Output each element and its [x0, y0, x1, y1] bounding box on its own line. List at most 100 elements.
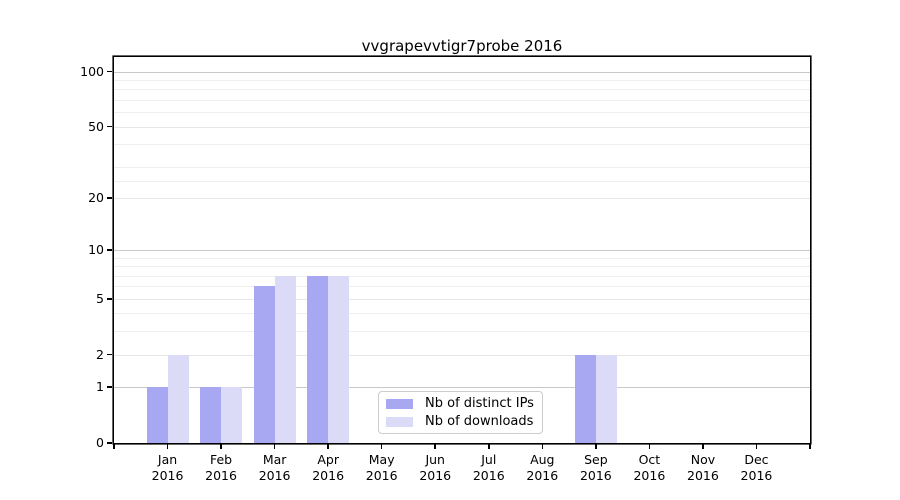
x-tick-mark	[488, 444, 490, 449]
bar-nb-of-downloads	[328, 275, 350, 443]
bar-nb-of-distinct-ips	[200, 387, 222, 443]
gridline-mid	[114, 354, 810, 356]
gridline-mid	[114, 197, 810, 199]
gridline-minor	[114, 89, 810, 91]
x-tick-label: Feb 2016	[189, 452, 253, 483]
x-tick-label: Jul 2016	[457, 452, 521, 483]
x-tick-month: Sep	[584, 452, 608, 467]
gridline-minor	[114, 313, 810, 315]
x-tick-label: Oct 2016	[617, 452, 681, 483]
gridline-minor	[114, 180, 810, 182]
y-tick-mark	[107, 197, 112, 199]
x-tick-label: Mar 2016	[243, 452, 307, 483]
y-tick-mark	[107, 442, 112, 444]
x-tick-month: Nov	[690, 452, 716, 467]
y-tick-mark	[107, 298, 112, 300]
bar-nb-of-downloads	[167, 354, 189, 443]
legend-entry-distinct-ips: Nb of distinct IPs	[386, 396, 534, 412]
gridline-minor	[114, 112, 810, 114]
x-tick-label: Aug 2016	[510, 452, 574, 483]
x-tick-mark	[648, 444, 651, 449]
legend-label-downloads: Nb of downloads	[425, 413, 534, 429]
x-tick-label: Jun 2016	[403, 452, 467, 483]
x-tick-mark	[166, 444, 169, 449]
x-tick-year: 2016	[365, 467, 398, 483]
x-tick-month: Mar	[262, 452, 287, 467]
gridline-minor	[114, 99, 810, 101]
x-tick-mark	[702, 444, 704, 449]
y-tick-label: 50	[88, 118, 104, 134]
x-tick-year: 2016	[740, 467, 773, 483]
y-tick-mark	[107, 386, 112, 388]
gridline-major	[114, 250, 810, 251]
chart-title: vvgrapevvtigr7probe 2016	[361, 37, 563, 55]
gridline-major	[114, 71, 810, 73]
x-tick-mark	[595, 444, 597, 449]
y-tick-label: 1	[96, 379, 104, 395]
x-tick-mark	[273, 444, 276, 449]
y-tick-mark	[107, 70, 112, 73]
y-tick-label: 2	[96, 346, 104, 362]
y-tick-label: 5	[96, 290, 104, 306]
gridline-minor	[114, 257, 810, 259]
x-tick-mark	[755, 444, 758, 449]
x-tick-year: 2016	[472, 467, 505, 483]
bar-nb-of-distinct-ips	[307, 275, 329, 443]
legend-entry-downloads: Nb of downloads	[386, 414, 534, 430]
y-tick-mark	[107, 125, 112, 128]
x-tick-month: May	[368, 452, 395, 467]
x-tick-month: Feb	[209, 452, 233, 467]
x-tick-mark	[327, 444, 329, 449]
x-tick-mark	[220, 444, 222, 449]
x-tick-mark	[541, 444, 544, 449]
x-tick-year: 2016	[205, 467, 237, 483]
x-tick-mark	[809, 444, 811, 449]
y-tick-label: 0	[96, 435, 104, 450]
bar-nb-of-distinct-ips	[253, 286, 275, 443]
x-tick-label: May 2016	[350, 452, 414, 483]
bar-nb-of-distinct-ips	[146, 387, 168, 443]
y-tick-label: 100	[80, 63, 104, 79]
x-tick-month: Dec	[744, 452, 769, 467]
x-tick-year: 2016	[633, 467, 666, 483]
x-tick-month: Aug	[530, 452, 555, 467]
x-tick-label: Nov 2016	[671, 452, 735, 483]
x-tick-label: Sep 2016	[564, 452, 628, 483]
legend-swatch-downloads-icon	[386, 416, 413, 427]
bar-nb-of-distinct-ips	[574, 354, 596, 443]
legend: Nb of distinct IPs Nb of downloads	[378, 391, 543, 434]
x-tick-year: 2016	[526, 467, 559, 483]
gridline-mid	[114, 298, 810, 300]
gridline-minor	[114, 331, 810, 333]
y-tick-label: 10	[88, 242, 104, 257]
x-tick-year: 2016	[258, 467, 291, 483]
x-tick-month: Jul	[481, 452, 497, 467]
y-tick-mark	[107, 353, 112, 356]
legend-swatch-distinct-ips-icon	[386, 398, 413, 409]
x-tick-month: Apr	[317, 452, 339, 467]
gridline-major	[114, 387, 810, 389]
plot-area	[114, 57, 810, 443]
x-tick-month: Jun	[425, 452, 445, 467]
x-tick-year: 2016	[579, 467, 612, 483]
gridline-minor	[114, 166, 810, 168]
gridline-minor	[114, 266, 810, 268]
x-tick-month: Oct	[638, 452, 661, 467]
x-tick-label: Apr 2016	[296, 452, 360, 483]
x-tick-mark	[434, 444, 436, 449]
gridline-minor	[114, 275, 810, 277]
y-tick-mark	[107, 249, 112, 251]
bar-nb-of-downloads	[274, 275, 296, 443]
gridline-minor	[114, 79, 810, 81]
x-tick-label: Jan 2016	[136, 452, 200, 483]
gridline-minor	[114, 144, 810, 146]
gridline-minor	[114, 286, 810, 288]
x-tick-year: 2016	[312, 467, 345, 483]
legend-label-distinct-ips: Nb of distinct IPs	[425, 395, 534, 411]
x-tick-year: 2016	[687, 467, 719, 483]
gridline-mid	[114, 126, 810, 128]
x-tick-label: Dec 2016	[724, 452, 788, 483]
x-tick-mark	[380, 444, 383, 449]
x-tick-year: 2016	[419, 467, 452, 483]
